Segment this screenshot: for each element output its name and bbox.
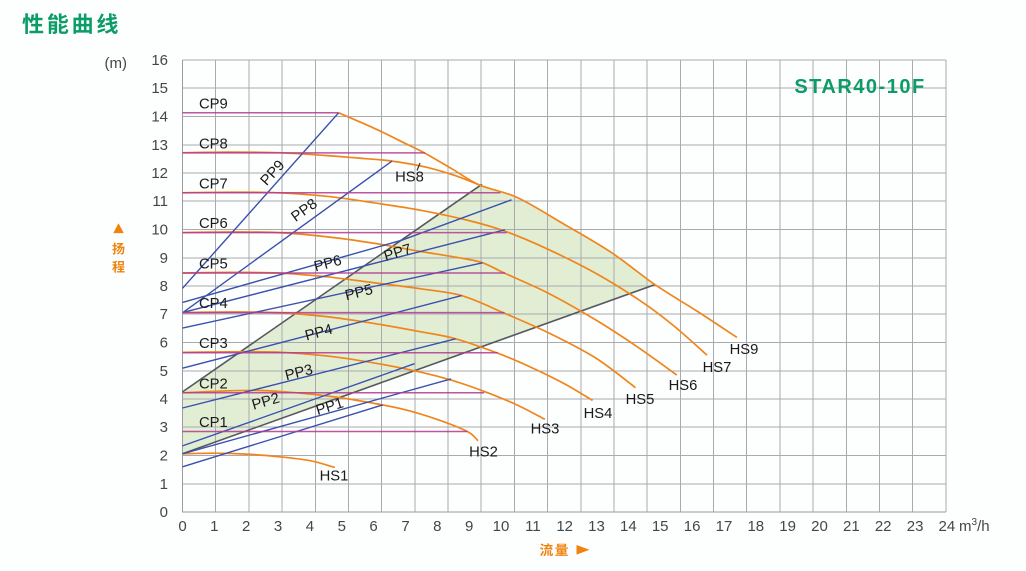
- svg-text:16: 16: [151, 52, 168, 69]
- svg-text:15: 15: [652, 518, 669, 535]
- svg-text:3: 3: [274, 518, 282, 535]
- svg-text:10: 10: [493, 518, 510, 535]
- svg-text:11: 11: [525, 518, 541, 535]
- svg-text:CP4: CP4: [199, 296, 228, 312]
- svg-text:CP7: CP7: [199, 176, 228, 192]
- svg-text:CP5: CP5: [199, 257, 228, 273]
- svg-text:13: 13: [588, 518, 605, 535]
- svg-text:21: 21: [843, 518, 860, 535]
- svg-text:18: 18: [747, 518, 764, 535]
- svg-text:PP3: PP3: [284, 362, 315, 384]
- svg-text:12: 12: [556, 518, 573, 535]
- svg-text:14: 14: [620, 518, 637, 535]
- svg-text:17: 17: [716, 518, 733, 535]
- svg-text:6: 6: [369, 518, 377, 535]
- svg-text:HS9: HS9: [730, 342, 759, 358]
- svg-text:0: 0: [178, 518, 186, 535]
- svg-text:HS2: HS2: [469, 445, 498, 461]
- svg-text:PP6: PP6: [312, 253, 343, 276]
- svg-text:PP5: PP5: [344, 282, 375, 304]
- svg-text:2: 2: [242, 518, 250, 535]
- svg-text:13: 13: [151, 137, 168, 154]
- svg-text:HS8: HS8: [395, 170, 424, 186]
- svg-text:CP3: CP3: [199, 336, 228, 352]
- svg-text:CP2: CP2: [199, 376, 228, 392]
- svg-text:4: 4: [306, 518, 314, 535]
- svg-text:1: 1: [210, 518, 218, 535]
- svg-text:22: 22: [875, 518, 892, 535]
- svg-text:5: 5: [338, 518, 346, 535]
- svg-text:m3/h: m3/h: [959, 517, 990, 535]
- svg-text:1: 1: [160, 476, 168, 493]
- svg-text:5: 5: [160, 363, 168, 380]
- svg-text:STAR40-10F: STAR40-10F: [794, 76, 925, 98]
- svg-text:CP6: CP6: [199, 216, 228, 232]
- svg-text:PP7: PP7: [382, 241, 413, 264]
- svg-text:HS3: HS3: [531, 422, 560, 438]
- svg-text:6: 6: [160, 335, 168, 352]
- svg-text:12: 12: [151, 165, 168, 182]
- svg-text:9: 9: [465, 518, 473, 535]
- svg-text:PP1: PP1: [314, 395, 345, 418]
- svg-text:7: 7: [401, 518, 409, 535]
- svg-text:8: 8: [160, 278, 168, 295]
- svg-text:CP1: CP1: [199, 415, 228, 431]
- svg-text:4: 4: [160, 391, 168, 408]
- svg-text:PP2: PP2: [250, 391, 281, 414]
- svg-text:16: 16: [684, 518, 701, 535]
- svg-text:15: 15: [151, 80, 168, 97]
- svg-text:CP8: CP8: [199, 136, 228, 152]
- svg-text:8: 8: [433, 518, 441, 535]
- svg-text:0: 0: [160, 504, 168, 521]
- svg-text:14: 14: [151, 109, 168, 126]
- svg-text:HS1: HS1: [320, 469, 349, 485]
- svg-text:PP4: PP4: [303, 322, 334, 345]
- svg-text:2: 2: [160, 448, 168, 465]
- svg-text:HS6: HS6: [669, 378, 698, 394]
- svg-text:CP9: CP9: [199, 96, 228, 112]
- svg-text:19: 19: [779, 518, 796, 535]
- svg-text:HS7: HS7: [703, 360, 732, 376]
- svg-text:10: 10: [151, 222, 168, 239]
- svg-text:23: 23: [907, 518, 924, 535]
- svg-text:7: 7: [160, 306, 168, 323]
- svg-text:20: 20: [811, 518, 828, 535]
- svg-text:3: 3: [160, 419, 168, 436]
- svg-text:24: 24: [939, 518, 956, 535]
- svg-text:11: 11: [152, 193, 168, 210]
- svg-text:HS4: HS4: [584, 406, 613, 422]
- svg-text:9: 9: [160, 250, 168, 267]
- svg-text:HS5: HS5: [626, 392, 655, 408]
- svg-text:(m): (m): [105, 55, 128, 72]
